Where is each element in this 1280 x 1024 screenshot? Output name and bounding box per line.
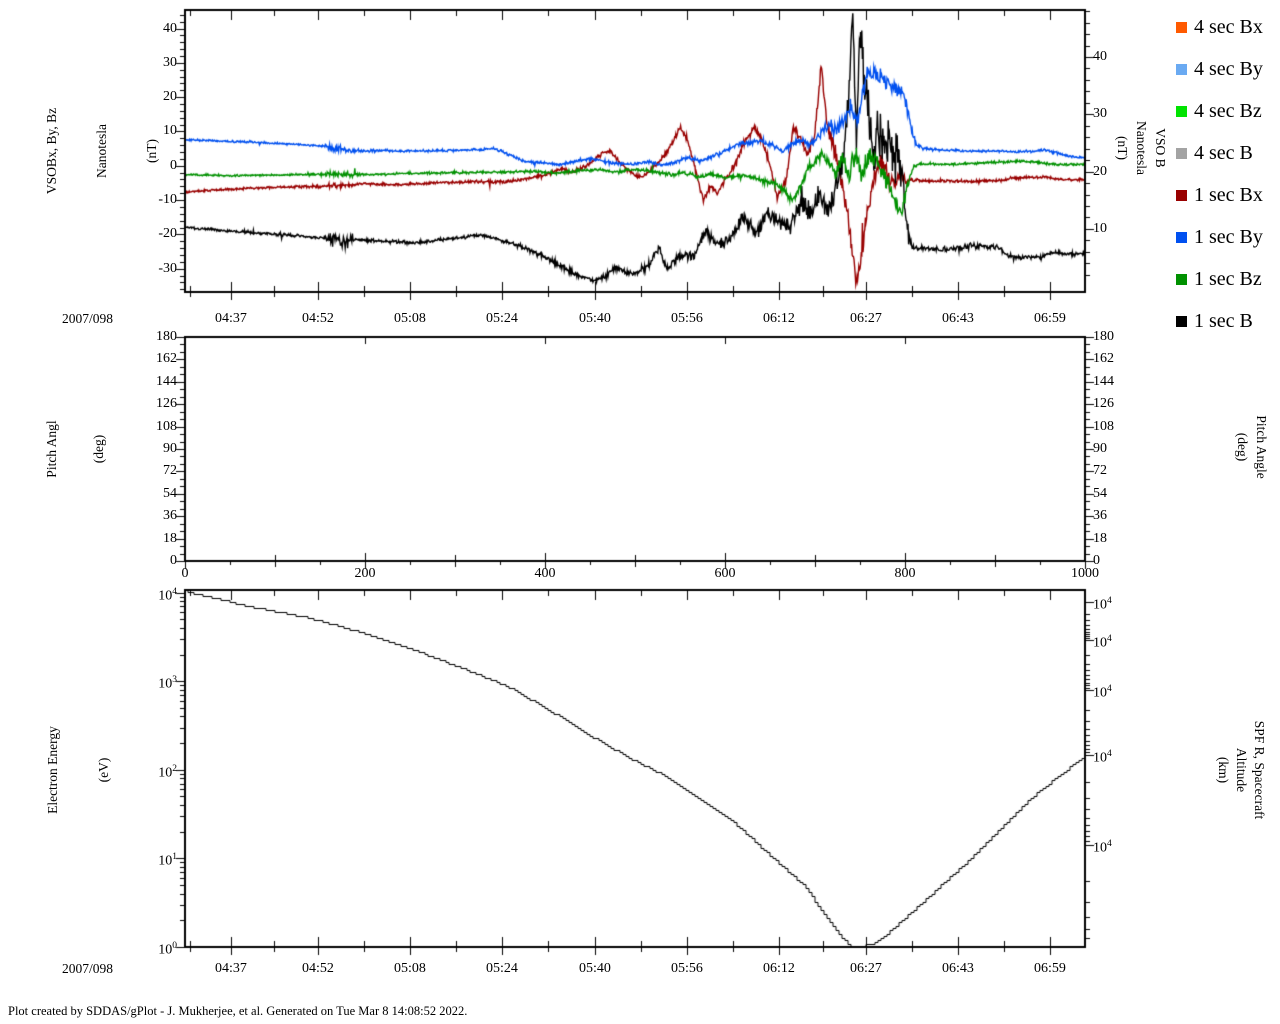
legend-swatch-icon	[1176, 273, 1187, 285]
legend-item: 1 sec Bz	[1176, 258, 1263, 300]
pitch-left-axis-title-line2: (deg)	[91, 434, 106, 464]
legend-item: 1 sec Bx	[1176, 174, 1263, 216]
legend-label: 4 sec Bx	[1194, 15, 1263, 38]
legend-item: 4 sec Bz	[1176, 90, 1263, 132]
legend: 4 sec Bx 4 sec By 4 sec Bz 4 sec B 1 sec Bx 1…	[1176, 6, 1263, 342]
mag-left-axis-title-line1: VSOBx, By, Bz	[44, 107, 59, 195]
legend-label: 4 sec By	[1194, 57, 1263, 80]
pitch-right-axis-title-line1: Pitch Angle	[1254, 415, 1269, 479]
mag-left-axis-title-line2: Nanotesla	[94, 124, 109, 178]
legend-swatch-icon	[1176, 21, 1187, 33]
footer-credit: Plot created by SDDAS/gPlot - J. Mukherj…	[8, 1004, 468, 1018]
legend-swatch-icon	[1176, 231, 1187, 243]
legend-item: 4 sec By	[1176, 48, 1263, 90]
pitch-left-axis-title-line1: Pitch Angl	[44, 420, 59, 478]
legend-item: 4 sec Bx	[1176, 6, 1263, 48]
legend-label: 1 sec Bx	[1194, 183, 1263, 206]
legend-label: 1 sec Bz	[1194, 267, 1262, 290]
legend-swatch-icon	[1176, 147, 1187, 159]
legend-swatch-icon	[1176, 189, 1187, 201]
energy-right-axis-title-line3: (km)	[1216, 756, 1231, 784]
legend-swatch-icon	[1176, 63, 1187, 75]
legend-swatch-icon	[1176, 105, 1187, 117]
energy-right-axis-title-line1: SPF R, Spacecraft	[1252, 720, 1267, 820]
date-label-bottom: 2007/098	[62, 961, 114, 976]
legend-swatch-icon	[1176, 315, 1187, 327]
mag-right-axis-title-line2: Nanotesla	[1134, 121, 1149, 175]
date-label-top: 2007/098	[62, 311, 114, 326]
legend-label: 1 sec By	[1194, 225, 1263, 248]
energy-left-axis-title-line1: Electron Energy	[45, 726, 60, 814]
mag-left-axis-title-line3: (nT)	[144, 139, 159, 163]
legend-label: 1 sec B	[1194, 309, 1253, 332]
pitch-right-axis-title-line2: (deg)	[1235, 432, 1250, 462]
legend-label: 4 sec B	[1194, 141, 1253, 164]
mag-right-axis-title-line1: VSO B	[1153, 128, 1168, 168]
energy-right-axis-title-line2: Altitude	[1234, 747, 1249, 793]
legend-item: 1 sec B	[1176, 300, 1263, 342]
legend-label: 4 sec Bz	[1194, 99, 1262, 122]
legend-item: 4 sec B	[1176, 132, 1263, 174]
legend-item: 1 sec By	[1176, 216, 1263, 258]
mag-right-axis-title-line3: (nT)	[1115, 136, 1130, 160]
energy-left-axis-title-line2: (eV)	[96, 757, 111, 783]
